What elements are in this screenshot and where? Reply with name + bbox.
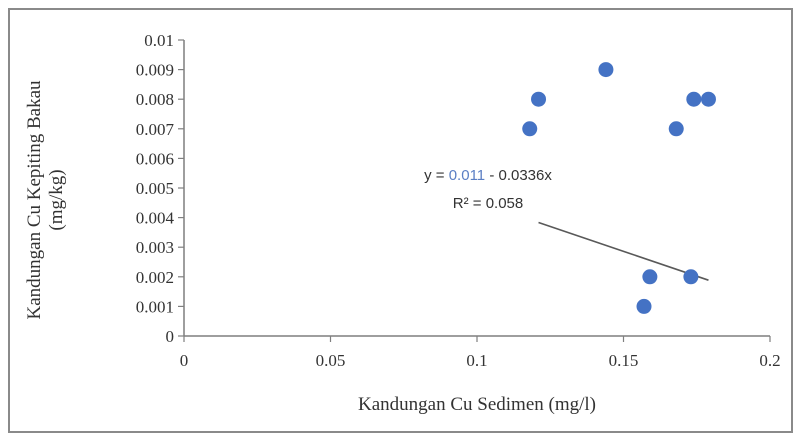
scatter-chart: Kandungan Cu Kepiting Bakau (mg/kg) Kand… xyxy=(24,31,781,415)
y-tick-label: 0.009 xyxy=(136,61,174,80)
y-tick-label: 0 xyxy=(166,327,175,346)
y-tick-label: 0.004 xyxy=(136,209,175,228)
y-tick-label: 0.005 xyxy=(136,179,174,198)
data-point xyxy=(668,121,684,137)
y-tick-label: 0.006 xyxy=(136,149,174,168)
y-tick-label: 0.001 xyxy=(136,297,174,316)
equation-prefix: y = xyxy=(424,167,449,184)
x-tick-label: 0.2 xyxy=(759,351,780,370)
y-tick-label: 0.002 xyxy=(136,268,174,287)
y-tick-label: 0.008 xyxy=(136,90,174,109)
data-points xyxy=(522,62,716,314)
data-point xyxy=(700,91,716,107)
equation-intercept: 0.011 xyxy=(449,167,485,184)
y-axis-title-line2: (mg/kg) xyxy=(46,169,67,230)
trendline-group xyxy=(538,221,709,281)
x-axis-title: Kandungan Cu Sedimen (mg/l) xyxy=(358,394,596,415)
chart-frame: Kandungan Cu Kepiting Bakau (mg/kg) Kand… xyxy=(8,8,793,433)
data-point xyxy=(598,62,614,78)
data-point xyxy=(683,269,699,285)
y-tick-label: 0.007 xyxy=(136,120,175,139)
x-tick-label: 0.15 xyxy=(609,351,639,370)
data-point xyxy=(642,269,658,285)
data-point xyxy=(522,121,538,137)
data-point xyxy=(531,91,547,107)
x-tick-label: 0.05 xyxy=(316,351,346,370)
x-tick-label: 0.1 xyxy=(466,351,487,370)
x-tick-label: 0 xyxy=(180,351,189,370)
trendline-equation: y = 0.011 - 0.0336x xyxy=(424,167,552,184)
trendline xyxy=(538,221,709,281)
data-point xyxy=(636,298,652,314)
y-tick-label: 0.01 xyxy=(144,31,174,50)
equation-suffix: - 0.0336x xyxy=(485,167,552,184)
y-tick-label: 0.003 xyxy=(136,238,174,257)
y-axis-title-line1: Kandungan Cu Kepiting Bakau xyxy=(24,80,45,320)
data-point xyxy=(686,91,702,107)
axes: 0 0.001 0.002 0.003 0.004 0.005 0.006 0.007 0.00… xyxy=(136,31,781,370)
y-axis-title: Kandungan Cu Kepiting Bakau (mg/kg) xyxy=(24,80,67,320)
trendline-r-squared: R² = 0.058 xyxy=(453,195,523,212)
